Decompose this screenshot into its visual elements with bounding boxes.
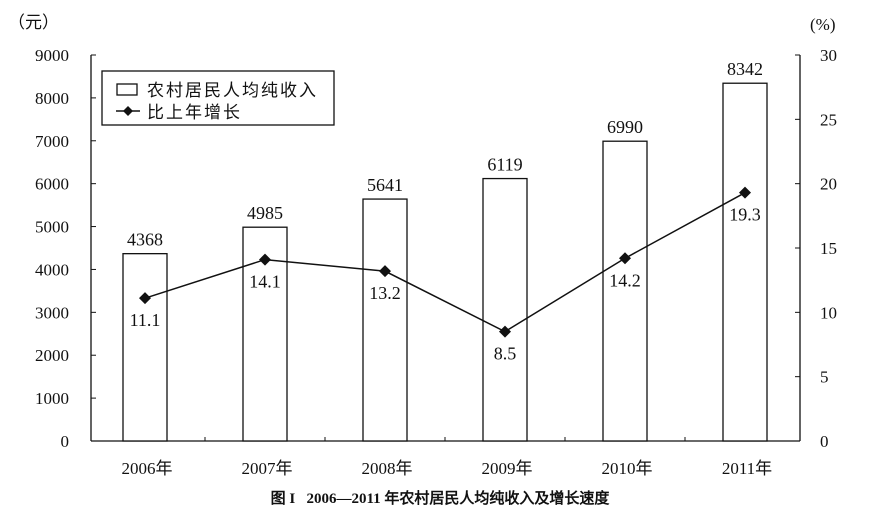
legend: 农村居民人均纯收入 比上年增长 [101, 70, 335, 126]
line-point-diamond [259, 253, 271, 266]
bar-value-label: 8342 [727, 59, 763, 79]
growth-line [139, 186, 751, 338]
left-tick-label: 4000 [35, 260, 69, 279]
line-value-label: 14.2 [609, 270, 641, 290]
line-value-label: 11.1 [130, 310, 161, 330]
chart-title: 图 I 2006—2011 年农村居民人均纯收入及增长速度 [271, 489, 611, 507]
line-point-diamond [379, 265, 391, 278]
line-value-label: 14.1 [249, 272, 281, 292]
legend-diamond-icon [123, 106, 133, 116]
line-point-diamond [739, 186, 751, 199]
right-axis-unit: (%) [810, 15, 835, 34]
left-tick-label: 3000 [35, 303, 69, 322]
growth-line-path [144, 192, 746, 333]
legend-bar-label: 农村居民人均纯收入 [147, 81, 318, 100]
bars [122, 82, 768, 442]
bar-value-label: 4368 [127, 230, 163, 250]
data-labels: 4368 4985 5641 6119 6990 8342 11.1 14.1 13.2 8.5 1… [127, 59, 763, 363]
bar [602, 140, 648, 442]
bar [482, 177, 528, 442]
right-tick-label: 5 [820, 368, 829, 387]
bar [722, 82, 768, 442]
x-tick-label: 2008年 [362, 459, 413, 478]
legend-box [101, 70, 335, 126]
bar-value-label: 6119 [487, 155, 522, 175]
right-tick-label: 15 [820, 239, 837, 258]
line-value-label: 19.3 [729, 205, 761, 225]
legend-bar-swatch [116, 83, 138, 96]
bar-value-label: 4985 [247, 203, 283, 223]
line-point-diamond [139, 292, 151, 305]
bar-value-label: 6990 [607, 117, 643, 137]
left-tick-label: 5000 [35, 218, 69, 237]
x-tick-label: 2006年 [122, 459, 173, 478]
left-tick-label: 0 [61, 432, 70, 451]
x-tick-label: 2010年 [602, 459, 653, 478]
line-point-diamond [499, 325, 511, 338]
line-value-label: 13.2 [369, 283, 401, 303]
right-tick-label: 25 [820, 110, 837, 129]
bar [362, 198, 408, 442]
x-tick-label: 2007年 [242, 459, 293, 478]
left-tick-label: 2000 [35, 346, 69, 365]
bar [122, 253, 168, 442]
x-tick-label: 2011年 [722, 459, 772, 478]
right-tick-label: 20 [820, 175, 837, 194]
left-axis-unit: （元） [8, 13, 59, 32]
x-tick-label: 2009年 [482, 459, 533, 478]
left-tick-label: 9000 [35, 46, 69, 65]
bar-value-label: 5641 [367, 175, 403, 195]
right-tick-label: 10 [820, 303, 837, 322]
left-tick-label: 1000 [35, 389, 69, 408]
left-tick-label: 8000 [35, 89, 69, 108]
line-point-diamond [619, 252, 631, 265]
axes: 0 1000 2000 3000 4000 5000 6000 7000 8000 9000 0 5 1… [35, 46, 837, 478]
line-value-label: 8.5 [494, 344, 517, 364]
left-tick-label: 7000 [35, 132, 69, 151]
right-tick-label: 0 [820, 432, 829, 451]
legend-line-label: 比上年增长 [147, 103, 242, 122]
right-tick-label: 30 [820, 46, 837, 65]
left-tick-label: 6000 [35, 175, 69, 194]
